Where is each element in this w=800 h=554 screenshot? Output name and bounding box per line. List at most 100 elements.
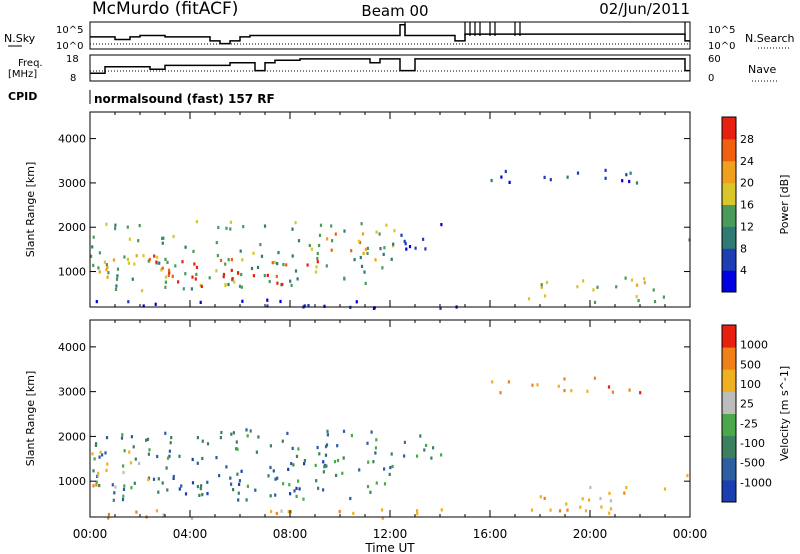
range-cell bbox=[439, 306, 442, 310]
range-cell bbox=[167, 273, 170, 278]
range-cell bbox=[229, 227, 232, 231]
range-cell bbox=[240, 469, 243, 473]
range-cell bbox=[357, 239, 361, 243]
panel-frame bbox=[89, 111, 691, 308]
range-cell bbox=[576, 285, 579, 289]
freq-line bbox=[90, 58, 690, 74]
range-cell bbox=[539, 495, 542, 499]
range-cell bbox=[113, 491, 116, 495]
range-cell bbox=[230, 432, 233, 436]
range-cell bbox=[543, 496, 546, 500]
range-cell bbox=[103, 260, 106, 264]
range-cell bbox=[206, 442, 210, 446]
range-cell bbox=[114, 485, 117, 489]
nsearch-label: N.Search bbox=[745, 32, 795, 45]
range-cell bbox=[272, 469, 275, 473]
range-cell bbox=[172, 476, 175, 480]
range-cell bbox=[222, 275, 225, 279]
range-cell bbox=[343, 229, 346, 233]
range-cell bbox=[171, 274, 174, 278]
range-cell bbox=[216, 254, 219, 258]
range-cell bbox=[168, 454, 171, 458]
y-tick-label: 2000 bbox=[58, 221, 86, 234]
range-cell bbox=[297, 447, 300, 451]
range-cell bbox=[156, 454, 159, 459]
colorbar-tick-label: -100 bbox=[740, 437, 765, 450]
colorbar-tick-label: 28 bbox=[740, 133, 754, 146]
range-cell bbox=[628, 388, 631, 392]
nsky-line bbox=[90, 23, 690, 45]
range-cell bbox=[333, 460, 337, 464]
range-cell bbox=[326, 237, 329, 241]
range-cell bbox=[200, 484, 203, 488]
range-cell bbox=[315, 265, 318, 269]
range-cell bbox=[381, 266, 384, 270]
range-cell bbox=[289, 492, 292, 496]
range-cell bbox=[219, 258, 223, 262]
range-cell bbox=[164, 280, 167, 284]
range-cell bbox=[643, 277, 646, 281]
range-cell bbox=[275, 511, 278, 515]
range-cell bbox=[390, 452, 393, 456]
range-cell bbox=[146, 437, 150, 441]
x-axis-title: Time UT bbox=[364, 541, 415, 554]
range-cell bbox=[201, 456, 204, 461]
range-cell bbox=[536, 383, 539, 387]
range-cell bbox=[164, 285, 167, 289]
range-cell bbox=[383, 482, 387, 486]
range-cell bbox=[643, 281, 646, 285]
range-cell bbox=[373, 306, 376, 310]
range-cell bbox=[593, 300, 597, 304]
range-cell bbox=[92, 484, 95, 488]
range-cell bbox=[318, 233, 322, 237]
range-cell bbox=[319, 223, 323, 227]
range-cell bbox=[279, 299, 282, 304]
range-cell bbox=[355, 300, 358, 304]
range-cell bbox=[686, 474, 689, 478]
colorbar-title: Velocity [m s^-1] bbox=[778, 366, 791, 461]
range-cell bbox=[230, 258, 233, 262]
range-cell bbox=[625, 486, 628, 490]
range-cell bbox=[206, 492, 209, 496]
range-cell bbox=[114, 223, 117, 227]
range-cell bbox=[392, 242, 395, 246]
range-cell bbox=[586, 389, 589, 393]
range-cell bbox=[236, 447, 239, 451]
range-cell bbox=[121, 433, 124, 437]
range-cell bbox=[349, 496, 352, 501]
range-cell bbox=[245, 428, 248, 432]
range-cell bbox=[229, 476, 232, 480]
range-cell bbox=[607, 385, 611, 389]
range-cell bbox=[430, 456, 433, 460]
range-cell bbox=[128, 237, 131, 241]
range-cell bbox=[609, 507, 613, 511]
range-cell bbox=[289, 510, 292, 514]
colorbar-swatch bbox=[722, 182, 736, 205]
colorbar-tick-label: 1000 bbox=[740, 339, 768, 352]
range-cell bbox=[237, 491, 240, 495]
range-cell bbox=[389, 466, 392, 470]
range-cell bbox=[584, 509, 588, 513]
range-cell bbox=[92, 235, 95, 239]
range-cell bbox=[374, 258, 377, 262]
range-cell bbox=[593, 376, 596, 380]
range-cell bbox=[165, 466, 168, 470]
x-tick-label: 08:00 bbox=[273, 527, 308, 541]
colorbar-swatch bbox=[722, 347, 736, 370]
range-cell bbox=[246, 434, 249, 438]
nsearch-tick-top: 10^5 bbox=[708, 25, 735, 36]
range-cell bbox=[252, 251, 255, 255]
range-cell bbox=[504, 169, 507, 174]
range-cell bbox=[107, 512, 110, 517]
range-cell bbox=[96, 473, 100, 477]
range-cell bbox=[316, 260, 319, 264]
range-cell bbox=[336, 444, 339, 448]
range-cell bbox=[241, 258, 244, 262]
range-cell bbox=[233, 280, 236, 284]
range-cell bbox=[231, 277, 234, 281]
range-cell bbox=[101, 453, 104, 457]
range-cell bbox=[608, 491, 611, 495]
range-cell bbox=[274, 477, 277, 481]
range-cell bbox=[123, 255, 126, 259]
range-cell bbox=[374, 446, 377, 450]
